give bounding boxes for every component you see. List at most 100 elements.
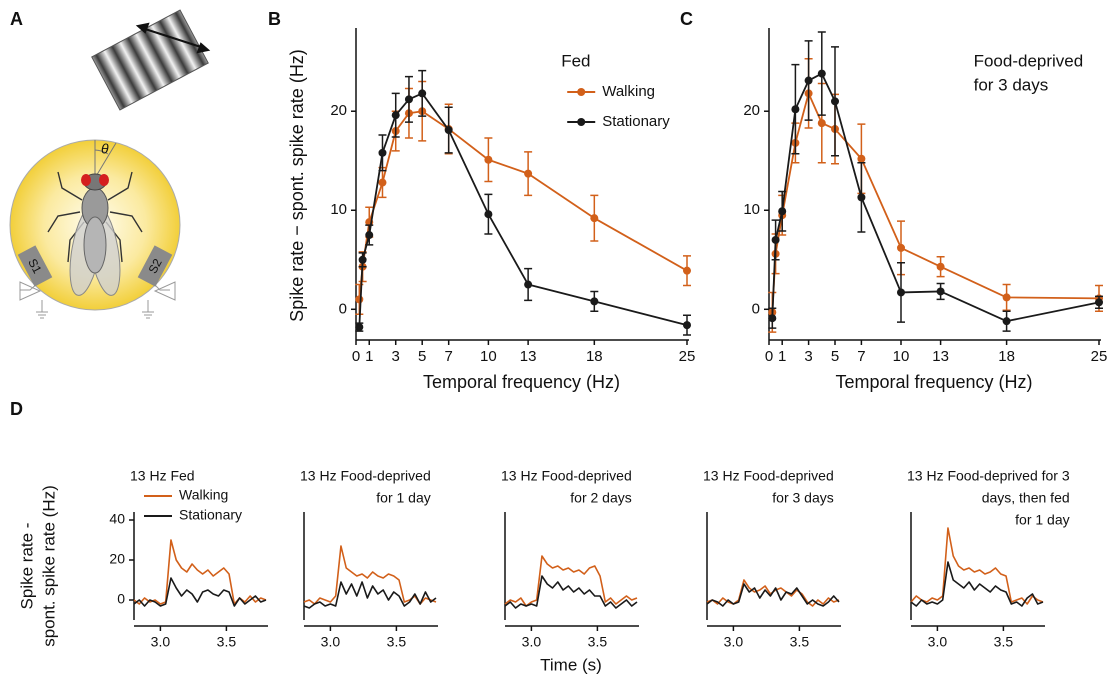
legend-marker	[577, 118, 586, 126]
point	[355, 323, 364, 332]
x-tick-label: 3.5	[588, 634, 608, 650]
series-line	[504, 575, 638, 609]
x-tick-label: 5	[418, 348, 426, 365]
x-tick-label: 3.0	[522, 634, 542, 650]
y-tick-label: 20	[109, 551, 125, 567]
grating	[91, 9, 209, 111]
point	[857, 193, 866, 202]
panel-title: for 3 days	[772, 490, 833, 506]
series	[504, 555, 638, 607]
legend-marker	[577, 88, 586, 96]
series-line	[504, 555, 638, 607]
x-tick-label: 18	[998, 348, 1015, 365]
panel-title: 13 Hz Food-deprived	[501, 468, 632, 484]
point	[804, 76, 813, 85]
series-line	[358, 110, 688, 300]
x-tick-label: 10	[480, 348, 497, 365]
panel-title: days, then fed	[982, 490, 1070, 506]
point	[355, 295, 364, 304]
point	[365, 231, 374, 240]
series-line	[133, 539, 267, 605]
x-tick-label: 3.0	[151, 634, 171, 650]
y-tick-label: 0	[339, 300, 347, 317]
series-line	[358, 92, 688, 328]
series	[768, 31, 1103, 332]
y-tick-label: 0	[752, 300, 760, 317]
panel-title: for 1 day	[1015, 512, 1069, 528]
point	[683, 321, 691, 330]
x-tick-label: 25	[1091, 348, 1108, 365]
point	[418, 89, 427, 98]
annotation: Fed	[561, 51, 590, 70]
x-tick-label: 18	[586, 348, 603, 365]
series-line	[910, 527, 1044, 605]
point	[857, 154, 866, 163]
point	[1002, 317, 1011, 326]
y-tick-label: 20	[743, 102, 760, 119]
series-line	[133, 577, 267, 607]
y-tick-label: 10	[743, 201, 760, 218]
point	[444, 126, 453, 135]
x-tick-label: 0	[352, 348, 360, 365]
panel-title: 13 Hz Food-deprived for 3	[907, 468, 1070, 484]
series-line	[771, 92, 1100, 313]
y-tick-label: 0	[117, 591, 125, 607]
point	[378, 148, 387, 157]
annotation: for 3 days	[974, 75, 1049, 94]
x-tick-label: 3.0	[724, 634, 744, 650]
x-tick-label: 13	[520, 348, 537, 365]
panel-label: A	[10, 9, 23, 29]
sensor-label: S1	[25, 256, 44, 276]
annotation: Food-deprived	[974, 51, 1084, 70]
x-tick-label: 10	[893, 348, 910, 365]
y-axis-label: Spike rate − spont. spike rate (Hz)	[287, 49, 307, 322]
point	[484, 155, 493, 164]
legend-label: Stationary	[602, 113, 670, 130]
series-line	[771, 72, 1100, 323]
series-line	[706, 583, 840, 607]
panel-label: B	[268, 9, 281, 29]
panel-title: 13 Hz Food-deprived	[703, 468, 834, 484]
panel-title: for 1 day	[376, 490, 430, 506]
x-tick-label: 3.0	[928, 634, 948, 650]
point	[936, 262, 945, 271]
point	[771, 235, 780, 244]
series	[133, 577, 267, 607]
point	[358, 255, 367, 264]
x-tick-label: 13	[932, 348, 949, 365]
legend-label: Stationary	[179, 507, 242, 523]
point	[378, 178, 387, 187]
panel-label: D	[10, 399, 23, 419]
series	[504, 575, 638, 609]
fly	[47, 140, 143, 296]
y-tick-label: 40	[109, 511, 125, 527]
point	[817, 119, 826, 128]
point	[683, 266, 691, 275]
x-tick-label: 7	[857, 348, 865, 365]
point	[936, 287, 945, 296]
legend-label: Walking	[179, 487, 228, 503]
point	[524, 280, 533, 289]
motion-arrow	[135, 22, 211, 54]
y-axis-label: spont. spike rate (Hz)	[39, 485, 58, 647]
y-axis-label: Spike rate -	[17, 523, 36, 610]
x-tick-label: 5	[831, 348, 839, 365]
panel-title: 13 Hz Food-deprived	[300, 468, 431, 484]
point	[1002, 293, 1011, 302]
y-tick-label: 10	[330, 201, 347, 218]
point	[484, 210, 493, 219]
angle-label: θ	[101, 141, 109, 157]
point	[391, 111, 400, 120]
point	[768, 314, 777, 323]
x-axis-label: Temporal frequency (Hz)	[835, 372, 1032, 392]
series	[355, 69, 691, 336]
x-tick-label: 25	[679, 348, 696, 365]
sensor: S1	[17, 245, 53, 287]
x-axis-label: Temporal frequency (Hz)	[423, 372, 620, 392]
x-tick-label: 3.5	[387, 634, 407, 650]
panel-title: for 2 days	[570, 490, 631, 506]
series	[303, 581, 437, 609]
sensor-label: S2	[146, 256, 165, 276]
